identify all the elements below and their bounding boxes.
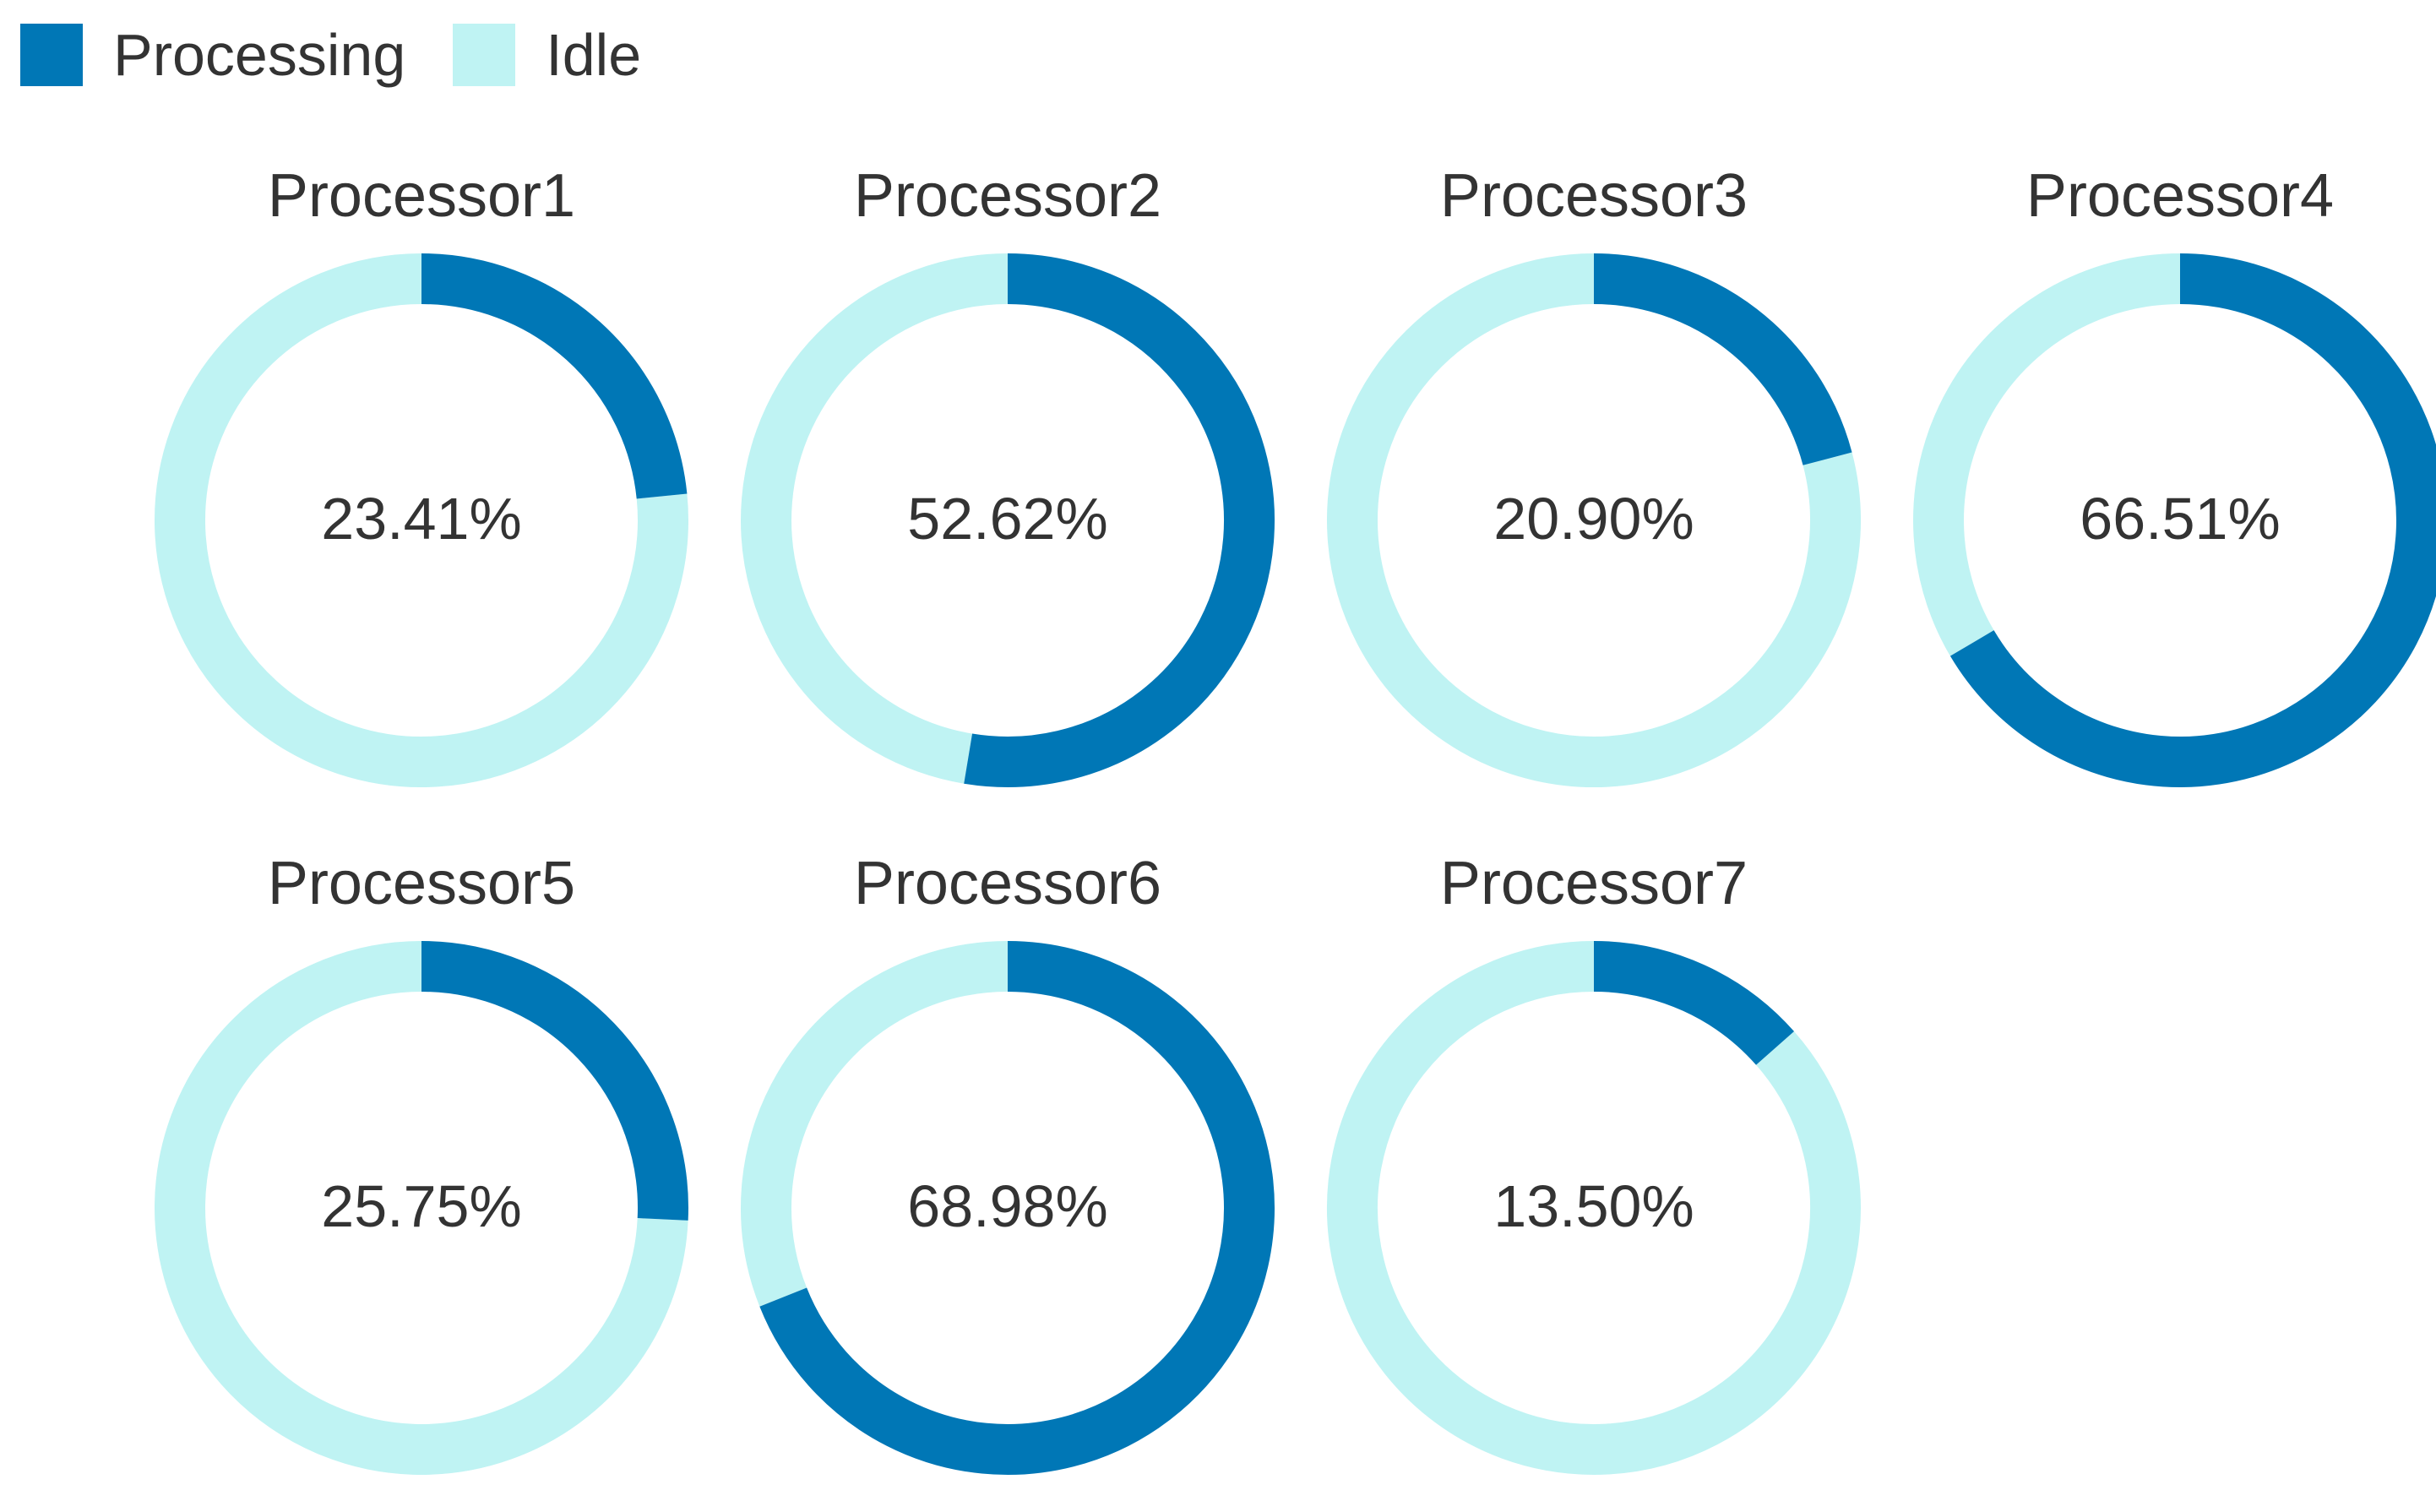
donut-title: Processor5 [267,850,576,917]
slice-idle[interactable] [741,253,1009,784]
legend-label-idle: Idle [546,22,642,88]
donut-center-label: 20.90% [1493,486,1694,552]
donut-processor4: Processor4 66.51% [1910,166,2436,824]
slice-processing[interactable] [759,941,1275,1475]
slice-processing[interactable] [964,253,1275,787]
slice-processing[interactable] [1593,941,1795,1066]
legend-swatch-idle [453,24,516,86]
donut-ring [155,253,688,787]
slice-processing[interactable] [421,941,688,1221]
donut-ring [741,941,1275,1475]
donut-processor1: Processor1 23.41% [151,166,692,824]
donut-processor6: Processor6 68.98% [737,853,1278,1512]
slice-idle[interactable] [1913,253,2181,656]
donut-ring [1913,253,2436,787]
slice-idle[interactable] [1327,941,1861,1475]
slice-idle[interactable] [741,941,1009,1307]
donut-processor3: Processor3 20.90% [1324,166,1864,824]
slice-processing[interactable] [1593,253,1852,466]
donut-center-label: 52.62% [907,486,1108,552]
legend-swatch-processing [20,24,83,86]
slice-processing[interactable] [421,253,688,499]
slice-idle[interactable] [155,253,688,787]
donut-ring [1327,253,1861,787]
donut-title: Processor4 [2025,162,2335,230]
donut-ring [741,253,1275,787]
donut-title: Processor7 [1439,850,1748,917]
donut-center-label: 23.41% [321,486,522,552]
donut-title: Processor3 [1439,162,1748,230]
donut-center-label: 13.50% [1493,1173,1694,1239]
legend-label-processing: Processing [113,22,406,88]
donut-center-label: 68.98% [907,1173,1108,1239]
donut-title: Processor6 [853,850,1162,917]
legend-item-idle[interactable]: Idle [453,24,641,86]
donut-processor2: Processor2 52.62% [737,166,1278,824]
donut-center-label: 25.75% [321,1173,522,1239]
slice-idle[interactable] [1327,253,1861,787]
slice-idle[interactable] [155,941,688,1475]
donut-center-label: 66.51% [2080,486,2281,552]
donut-title: Processor2 [853,162,1162,230]
donut-ring [1327,941,1861,1475]
donut-processor7: Processor7 13.50% [1324,853,1864,1512]
donut-title: Processor1 [267,162,576,230]
chart-legend: Processing Idle [20,20,688,90]
donut-ring [155,941,688,1475]
slice-processing[interactable] [1949,253,2436,787]
legend-item-processing[interactable]: Processing [20,24,405,86]
donut-chart-grid: Processor1 23.41% Processor2 52.62% Processo… [151,166,2436,1475]
donut-processor5: Processor5 25.75% [151,853,692,1512]
